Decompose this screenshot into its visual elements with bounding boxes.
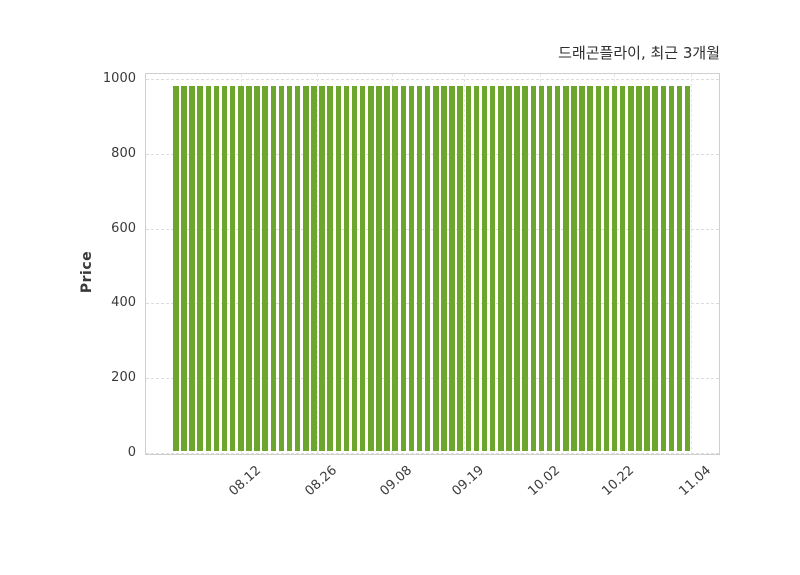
bar [449, 86, 455, 451]
y-tick-label: 600 [111, 220, 136, 236]
bar [546, 86, 553, 451]
bar [238, 86, 244, 451]
bar [221, 86, 228, 451]
bar [254, 86, 260, 451]
bar [489, 86, 496, 451]
bar [359, 86, 366, 451]
y-tick-label: 0 [127, 445, 136, 460]
bar [303, 86, 309, 451]
bar [506, 86, 512, 451]
y-tick-label: 200 [111, 370, 136, 386]
bar [481, 86, 488, 451]
bar [311, 86, 317, 451]
bar [571, 86, 577, 451]
plot-area [145, 73, 720, 455]
bar [368, 86, 374, 451]
x-tick-label: 08.12 [226, 463, 265, 500]
bar [205, 86, 211, 451]
bar [294, 86, 301, 451]
bar [660, 86, 666, 451]
bar [262, 86, 268, 451]
bar [392, 86, 398, 451]
y-tick-label: 400 [111, 295, 136, 311]
x-tick-label: 10.22 [599, 463, 638, 500]
bar [424, 86, 431, 451]
gridline-h [146, 303, 719, 305]
gridline-v [316, 74, 318, 454]
bar [538, 86, 545, 451]
bar [400, 86, 406, 451]
bar [603, 86, 610, 451]
gridline-h [146, 79, 719, 80]
y-axis-label: Price [79, 250, 96, 294]
bar [319, 86, 325, 451]
bar [286, 86, 293, 451]
y-tick-label: 800 [111, 145, 136, 161]
gridline-v [690, 74, 692, 454]
bar [522, 86, 528, 451]
bar [327, 86, 333, 451]
bar [554, 86, 561, 451]
bar [684, 86, 691, 451]
bar [270, 86, 276, 451]
bar [376, 86, 382, 451]
gridline-h [146, 228, 719, 230]
bar [343, 86, 350, 451]
bar [530, 86, 536, 451]
bar [587, 86, 593, 451]
x-tick-label: 09.19 [449, 463, 488, 500]
gridline-h [146, 378, 719, 380]
bar [433, 86, 439, 451]
bar [181, 86, 187, 451]
bar [473, 86, 480, 451]
bar [229, 86, 236, 451]
x-tick-label: 10.02 [524, 463, 563, 500]
bar [563, 86, 569, 451]
bar [213, 86, 220, 451]
bar [611, 86, 618, 451]
bar [457, 86, 463, 451]
bar [652, 86, 658, 451]
bar [579, 86, 585, 451]
gridline-v [464, 74, 466, 454]
bar [408, 86, 415, 451]
bar [465, 86, 471, 451]
x-tick-label: 08.26 [301, 463, 340, 500]
bar [636, 86, 642, 451]
bar [335, 86, 341, 451]
y-tick-label: 1000 [102, 71, 136, 86]
bar [644, 86, 650, 451]
bar [595, 86, 601, 451]
bar [246, 86, 252, 451]
gridline-h [146, 453, 719, 454]
bar [619, 86, 626, 451]
bar [189, 86, 195, 451]
bar [514, 86, 520, 451]
bar [384, 86, 390, 451]
bar [628, 86, 634, 451]
gridline-h [146, 153, 719, 155]
bar [498, 86, 504, 451]
chart-title: 드래곤플라이, 최근 3개월 [558, 44, 720, 62]
bar [173, 86, 179, 451]
x-tick-label: 09.08 [377, 463, 415, 500]
bars-group [173, 77, 691, 451]
x-tick-label: 11.04 [676, 463, 714, 500]
bar [668, 86, 675, 451]
bar [351, 86, 358, 451]
bar [278, 86, 285, 451]
bar [441, 86, 447, 451]
bar [416, 86, 423, 451]
bar [197, 86, 203, 451]
bar [676, 86, 683, 451]
